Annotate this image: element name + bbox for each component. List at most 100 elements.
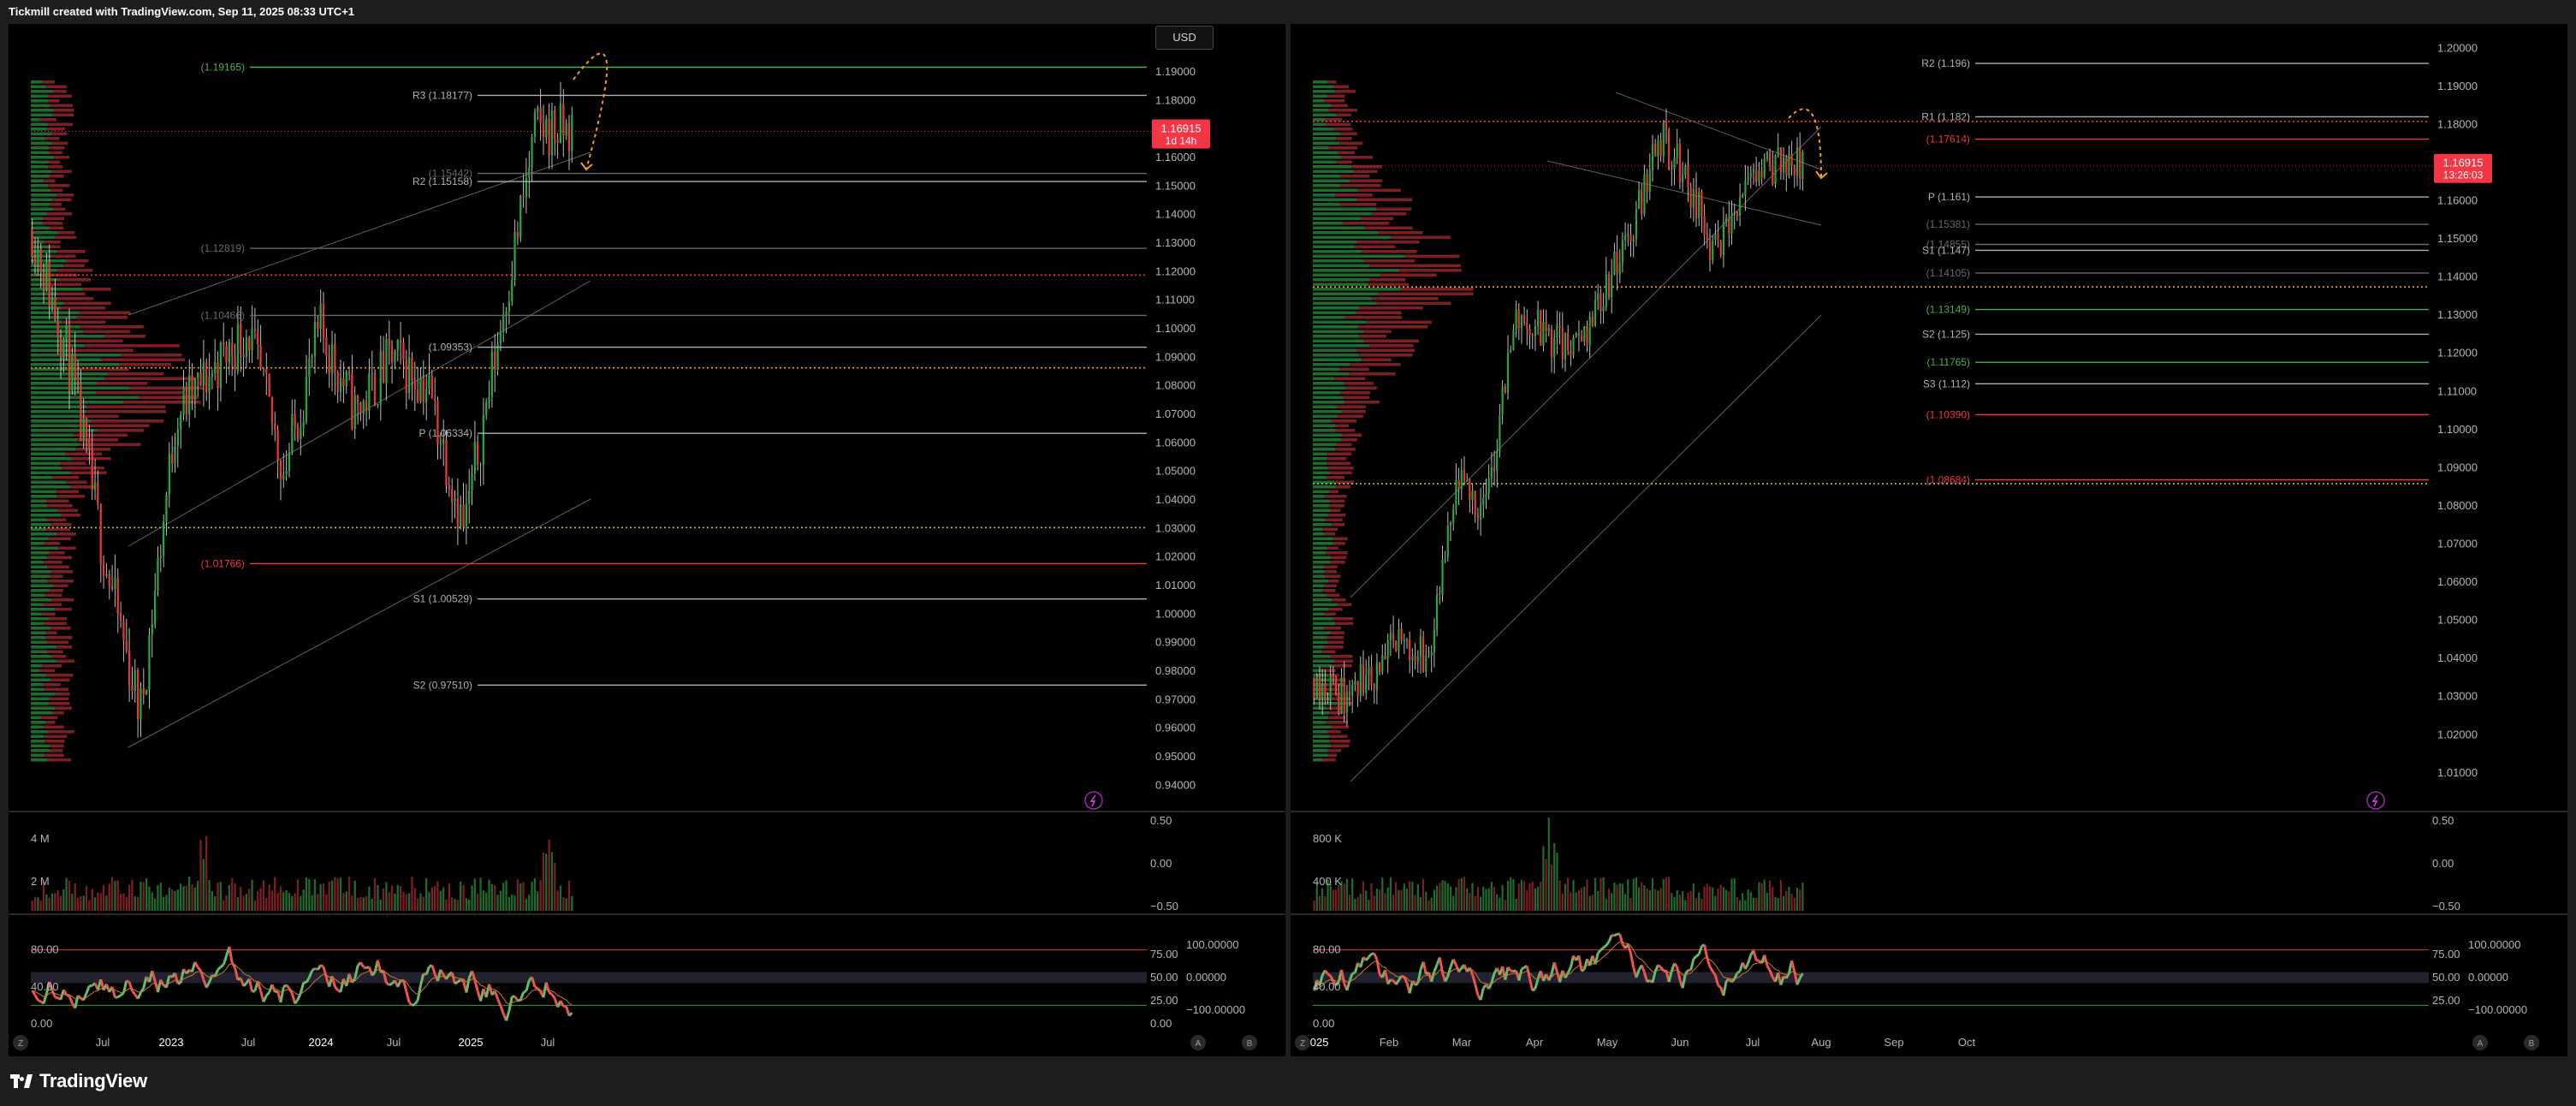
chart-panel-daily[interactable]: 1.200001.190001.180001.170001.160001.150… bbox=[1291, 24, 2567, 1056]
oscillator-line bbox=[450, 972, 456, 984]
time-axis-label: 2024 bbox=[309, 1036, 334, 1049]
volume-bar bbox=[330, 880, 334, 911]
candle-body bbox=[371, 372, 373, 374]
candle-body bbox=[1356, 681, 1359, 697]
volume-profile-bar bbox=[31, 574, 50, 579]
log-b-icon[interactable] bbox=[1242, 1035, 1257, 1050]
volume-profile-bar bbox=[46, 499, 69, 503]
oscillator-left-label: 0.00 bbox=[31, 1017, 52, 1030]
volume-profile-bar bbox=[62, 467, 104, 470]
oscillator-line bbox=[522, 990, 527, 994]
price-axis-label: 1.03000 bbox=[1155, 521, 1196, 534]
volume-profile-bar bbox=[31, 301, 65, 306]
volume-profile-bar bbox=[1313, 636, 1327, 639]
volume-bar bbox=[1698, 892, 1701, 911]
pivot-label: (1.08684) bbox=[1926, 473, 1970, 485]
price-axis-label: 1.08000 bbox=[1155, 379, 1196, 392]
volume-profile-bar bbox=[1313, 749, 1328, 752]
auto-a-icon[interactable] bbox=[1190, 1035, 1206, 1050]
candle-body bbox=[1340, 677, 1343, 713]
log-b-icon[interactable] bbox=[2524, 1035, 2539, 1050]
candle-body bbox=[1370, 666, 1373, 685]
chart-panel-weekly[interactable]: 1.200001.190001.180001.170001.160001.150… bbox=[9, 24, 1285, 1056]
oscillator-line bbox=[1365, 955, 1370, 961]
volume-profile-bar bbox=[31, 179, 44, 183]
volume-bar bbox=[270, 890, 274, 911]
volume-profile-bar bbox=[45, 740, 65, 743]
candle-body bbox=[1409, 639, 1411, 661]
volume-profile-bar bbox=[1313, 527, 1323, 532]
candle-body bbox=[154, 591, 157, 625]
candle-body bbox=[1657, 140, 1659, 157]
oscillator-line bbox=[169, 974, 173, 978]
oscillator-line bbox=[1607, 934, 1613, 942]
oscillator-line bbox=[270, 984, 276, 993]
volume-profile-bar bbox=[48, 617, 67, 621]
volume-bar bbox=[74, 883, 76, 911]
candle-body bbox=[379, 350, 382, 404]
volume-bar bbox=[345, 891, 347, 911]
candle-body bbox=[1627, 234, 1629, 235]
volume-profile-bar bbox=[31, 711, 53, 715]
volume-bar bbox=[373, 877, 377, 911]
candle-body bbox=[479, 463, 482, 465]
volume-bar bbox=[191, 884, 193, 911]
pivot-label: (1.14855) bbox=[1926, 239, 1970, 251]
volume-profile-bar bbox=[1313, 259, 1364, 263]
volume-bar bbox=[1717, 889, 1719, 911]
candle-body bbox=[405, 360, 407, 393]
time-axis-label: 2025 bbox=[459, 1036, 484, 1049]
candle-body bbox=[1490, 467, 1493, 479]
oscillator-line bbox=[1703, 944, 1709, 959]
volume-profile-bar bbox=[1329, 504, 1345, 508]
candle-body bbox=[1534, 326, 1536, 336]
volume-bar bbox=[1624, 894, 1627, 911]
volume-bar bbox=[388, 892, 390, 911]
time-axis: 2025 Feb Mar Apr May Jun Jul Aug Sep Oct bbox=[1304, 1036, 1976, 1049]
volume-bar bbox=[157, 885, 159, 911]
reset-z-icon[interactable] bbox=[1295, 1035, 1310, 1050]
volume-bar bbox=[1701, 898, 1703, 911]
volume-profile-bar bbox=[1324, 612, 1336, 616]
volume-bar bbox=[39, 900, 42, 911]
oscillator-line bbox=[371, 971, 377, 977]
volume-bar bbox=[1526, 890, 1528, 911]
volume-profile-bar bbox=[1313, 330, 1364, 334]
daily-chart-svg[interactable]: 1.200001.190001.180001.170001.160001.150… bbox=[1291, 24, 2567, 1056]
volume-profile-bar bbox=[54, 109, 74, 112]
price-axis-label: 1.00000 bbox=[1155, 607, 1196, 620]
volume-profile-bar bbox=[1313, 414, 1338, 419]
volume-profile-bar bbox=[1327, 94, 1345, 98]
weekly-chart-svg[interactable]: 1.200001.190001.180001.170001.160001.150… bbox=[9, 24, 1285, 1056]
oscillator-left-label: 0.00 bbox=[1313, 1017, 1334, 1030]
volume-profile-bar bbox=[1342, 222, 1390, 225]
volume-profile-bar bbox=[1340, 184, 1381, 187]
time-axis-label: Jul bbox=[387, 1036, 401, 1049]
candle-body bbox=[197, 372, 199, 378]
volume-profile-bar bbox=[1313, 132, 1341, 136]
oscillator-line bbox=[1695, 953, 1701, 958]
volume-bar bbox=[313, 879, 317, 911]
volume-bar bbox=[1441, 880, 1444, 911]
volume-bar bbox=[322, 883, 325, 911]
oscillator-line bbox=[230, 961, 236, 969]
reset-z-icon[interactable] bbox=[13, 1035, 28, 1050]
volume-profile-bar bbox=[31, 405, 87, 409]
volume-bar bbox=[116, 880, 119, 911]
volume-bar bbox=[291, 895, 294, 911]
currency-button[interactable]: USD bbox=[1155, 26, 1214, 50]
volume-bar bbox=[537, 891, 539, 911]
volume-profile-bar bbox=[47, 556, 73, 560]
volume-bar bbox=[408, 893, 411, 911]
volume-profile-bar bbox=[1334, 480, 1354, 485]
auto-a-icon[interactable] bbox=[2472, 1035, 2488, 1050]
volume-profile-bar bbox=[1327, 476, 1344, 479]
candle-body bbox=[1570, 350, 1572, 356]
candle-body bbox=[1668, 130, 1671, 170]
volume-profile-bar bbox=[1313, 740, 1330, 743]
tradingview-logo[interactable]: TradingView bbox=[10, 1070, 147, 1092]
volume-bar bbox=[274, 877, 276, 911]
volume-profile-bar bbox=[1332, 598, 1346, 602]
candle-body bbox=[1460, 470, 1463, 489]
volume-profile-bar bbox=[1335, 193, 1373, 197]
